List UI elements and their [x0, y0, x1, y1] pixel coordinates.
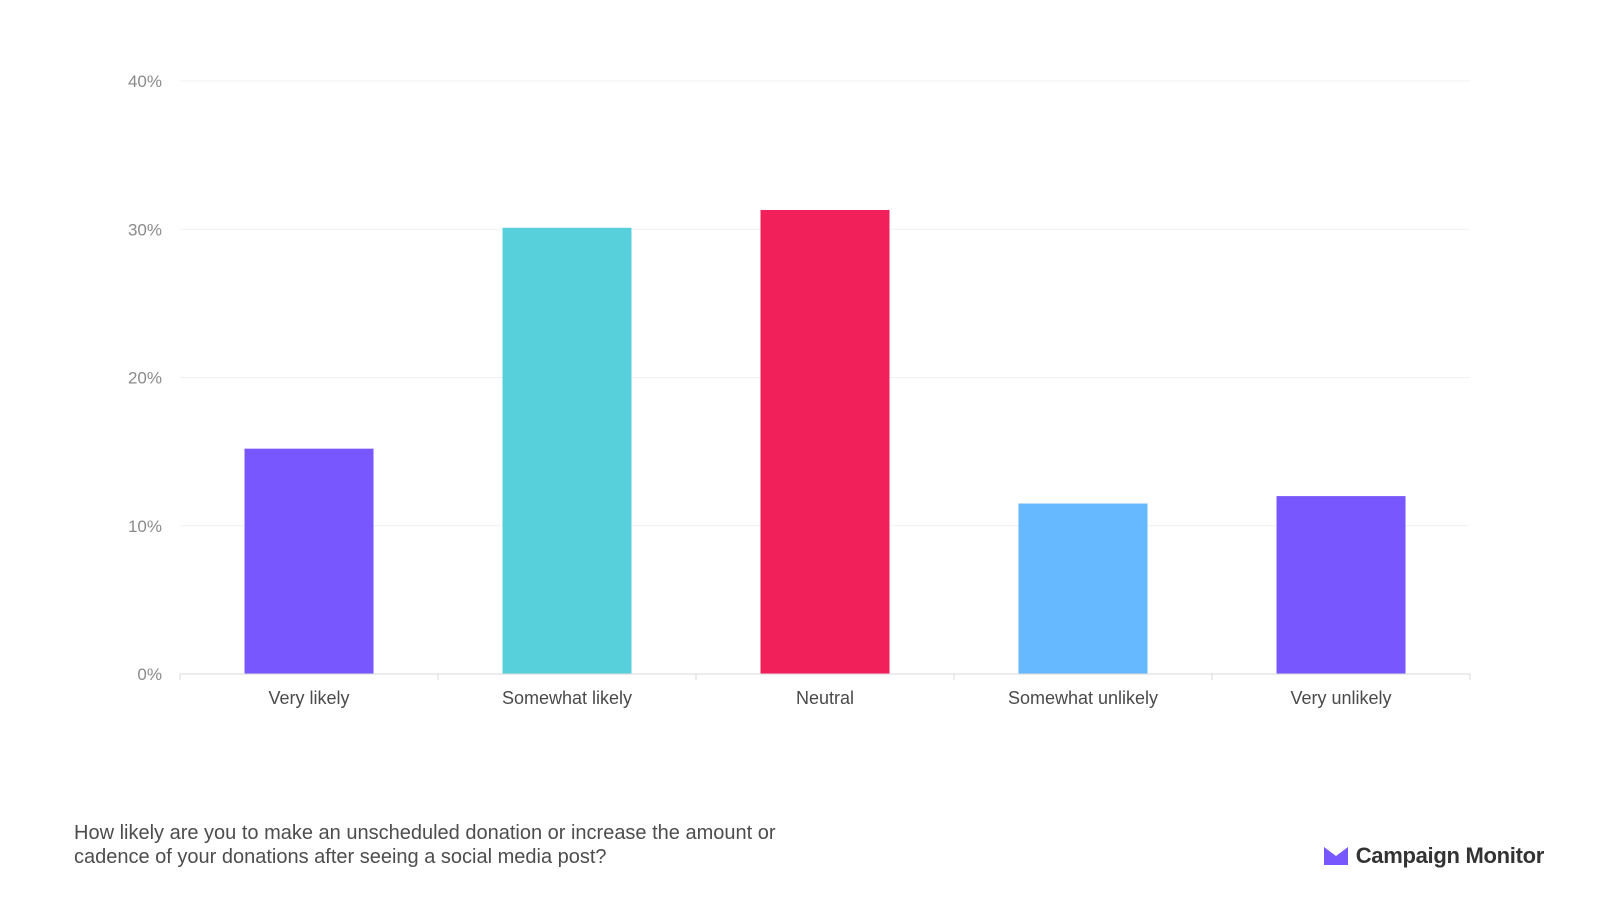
x-category-label: Very unlikely [1290, 688, 1391, 708]
brand-logo: Campaign Monitor [1323, 843, 1545, 869]
x-axis [179, 673, 1471, 680]
bars [244, 209, 1406, 675]
bar [502, 227, 632, 674]
x-category-label: Somewhat likely [502, 688, 632, 708]
bar [1018, 503, 1148, 674]
x-category-label: Very likely [268, 688, 349, 708]
chart-caption: How likely are you to make an unschedule… [74, 822, 776, 868]
bar [244, 448, 374, 674]
y-tick-label: 30% [128, 220, 162, 239]
y-tick-label: 40% [128, 72, 162, 91]
bar [760, 209, 890, 675]
y-tick-label: 0% [137, 665, 162, 684]
x-category-label: Neutral [796, 688, 854, 708]
brand-name: Campaign Monitor [1355, 843, 1545, 868]
y-tick-label: 20% [128, 369, 162, 388]
bar [1276, 496, 1406, 674]
y-axis-ticks: 0% 10% 20% 30% 40% [128, 72, 162, 684]
envelope-logo-icon [1323, 847, 1348, 865]
x-axis-categories: Very likely Somewhat likely Neutral Somewha… [268, 688, 1391, 708]
x-category-label: Somewhat unlikely [1008, 688, 1158, 708]
y-tick-label: 10% [128, 517, 162, 536]
